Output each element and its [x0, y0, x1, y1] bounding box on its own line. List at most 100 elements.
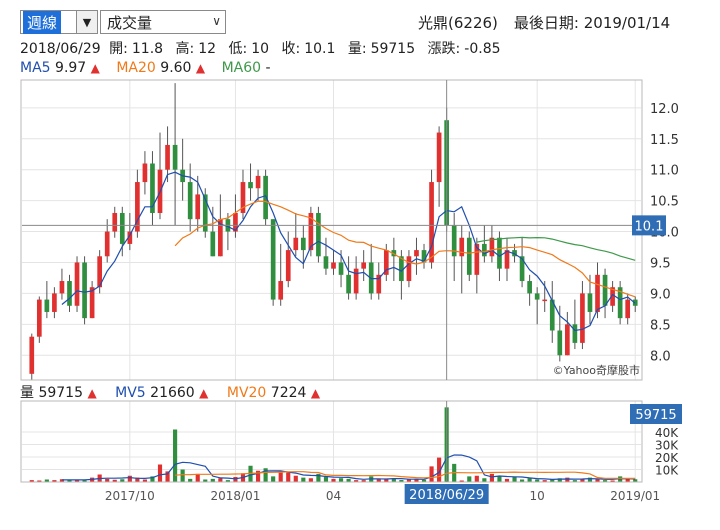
ma20-legend: MA20 9.60 ▲: [116, 60, 206, 76]
candle-body: [572, 324, 578, 343]
volume-bar: [520, 479, 525, 482]
indicator-select[interactable]: 成交量 ∨: [100, 10, 226, 34]
volume-bar: [127, 475, 132, 482]
change-label: 漲跌:: [427, 41, 461, 57]
volume-legend: 量 59715 ▲ MV5 21660 ▲ MV20 7224 ▲: [20, 382, 334, 402]
candle: [112, 206, 118, 238]
candle: [293, 212, 299, 257]
price-tick-label: 9.0: [650, 287, 671, 302]
candle-body: [127, 231, 133, 244]
volume-bar: [406, 479, 412, 482]
chevron-down-icon[interactable]: ▼: [76, 11, 97, 33]
volume-bar: [550, 479, 555, 482]
candle-body: [202, 194, 208, 232]
candle-body: [527, 281, 532, 294]
volume-bar: [580, 479, 585, 482]
candle-body: [625, 299, 631, 319]
candle-body: [293, 237, 299, 251]
candle-body: [323, 256, 329, 269]
volume-bar: [527, 478, 532, 482]
candle: [248, 163, 253, 201]
candle-body: [519, 256, 525, 282]
volume-bar: [308, 478, 313, 482]
up-arrow-icon: ▲: [195, 61, 206, 75]
candle: [270, 219, 276, 306]
candle-body: [497, 237, 502, 269]
candle: [534, 287, 540, 325]
candle: [142, 151, 148, 195]
candle-body: [119, 212, 125, 244]
volume-tick-label: 30K: [655, 439, 679, 453]
candle: [172, 83, 178, 226]
candle: [323, 237, 329, 275]
candle: [406, 250, 412, 288]
candle-body: [602, 274, 608, 306]
candle-body: [429, 182, 434, 263]
price-grid: [22, 80, 641, 482]
candle-body: [263, 175, 268, 220]
candle-body: [300, 237, 306, 251]
volume-bar: [203, 479, 208, 482]
candle: [565, 311, 570, 356]
candle-body: [316, 212, 321, 257]
up-arrow-icon: ▲: [199, 386, 209, 400]
volume-bar: [354, 480, 359, 482]
candle-body: [52, 293, 57, 312]
candle-body: [82, 262, 87, 319]
candle: [368, 243, 374, 300]
volume-bar: [74, 479, 80, 482]
volume-bar: [225, 480, 230, 482]
candle-body: [150, 163, 155, 213]
ma5-legend: MA5 9.97 ▲: [20, 60, 100, 76]
price-badge-text: 10.1: [635, 219, 664, 234]
volume-bar: [504, 478, 510, 482]
volume-bar: [271, 476, 276, 482]
last-date-label: 最後日期:: [513, 14, 579, 32]
period-select[interactable]: 週線 ▼: [20, 10, 98, 34]
volume-bar: [459, 480, 464, 482]
change-value: -0.85: [464, 41, 501, 57]
candle-body: [353, 268, 359, 294]
candle-body: [451, 225, 457, 257]
candle: [165, 126, 170, 183]
candle-body: [285, 250, 291, 282]
candle: [580, 281, 585, 350]
candle: [104, 219, 110, 263]
candle-body: [36, 299, 42, 337]
volume-badge: 59715: [630, 404, 682, 424]
stock-info: 光鼎(6226) 最後日期: 2019/01/14: [418, 12, 670, 33]
mv5-legend: MV5 21660 ▲: [115, 385, 209, 401]
cursor-date-badge-bg: [404, 484, 489, 504]
up-arrow-icon: ▲: [90, 61, 100, 75]
candle: [466, 231, 472, 282]
volume-bar: [587, 477, 593, 482]
volume-bar: [233, 477, 238, 482]
candle-body: [331, 262, 336, 269]
value-badges: 10.1 59715 2018/06/29: [404, 215, 682, 504]
volume-label: 量:: [347, 41, 367, 57]
candle: [632, 296, 638, 312]
volume-bar: [112, 479, 117, 482]
candle-body: [565, 324, 570, 356]
candle: [44, 281, 50, 319]
stock-name: 光鼎(6226): [418, 14, 498, 32]
volume-bar: [150, 476, 155, 482]
candle: [180, 138, 185, 201]
candle: [572, 299, 578, 350]
candle: [436, 126, 442, 207]
candle-body: [421, 250, 427, 263]
candle: [52, 287, 57, 319]
high-label: 高:: [175, 41, 195, 57]
candle-body: [270, 219, 276, 300]
chevron-down-icon[interactable]: ∨: [212, 14, 221, 28]
candle: [557, 305, 563, 362]
ma20-line: [174, 200, 636, 298]
volume-bar: [421, 479, 427, 482]
volume-bar: [633, 479, 638, 482]
mv20-legend: MV20 7224 ▲: [226, 385, 321, 401]
high-value: 12: [198, 41, 217, 57]
candle: [602, 268, 608, 319]
volume-bar: [218, 478, 223, 482]
candle: [202, 188, 208, 238]
